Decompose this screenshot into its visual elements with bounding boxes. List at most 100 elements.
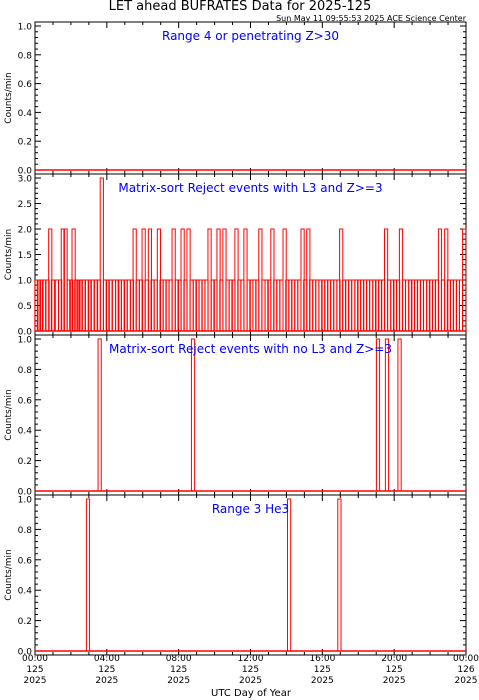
data-spike	[93, 279, 99, 331]
data-spike	[279, 279, 284, 331]
y-tick-label: 2.0	[18, 226, 33, 236]
y-tick-label: 1.0	[18, 277, 33, 287]
data-spike	[115, 279, 120, 331]
data-spike	[85, 498, 91, 651]
data-spike	[39, 279, 44, 331]
panel-label: Range 4 or penetrating Z>30	[162, 29, 339, 43]
y-tick-label: 0.8	[18, 366, 33, 376]
x-tick-label: 125	[314, 665, 331, 675]
data-spike	[264, 279, 269, 331]
data-spike	[297, 279, 302, 331]
y-tick-label: 0.6	[18, 396, 33, 406]
y-tick-label: 0.2	[18, 138, 32, 148]
chart-title: LET ahead BUFRATES Data for 2025-125	[109, 0, 372, 14]
data-spike	[210, 279, 215, 331]
data-spike	[50, 279, 56, 331]
y-tick-label: 0.2	[18, 457, 32, 467]
x-tick-label: 125	[98, 665, 115, 675]
data-spike	[126, 279, 131, 331]
y-tick-label: 0.2	[18, 617, 32, 627]
data-spike	[36, 279, 42, 331]
data-spike	[117, 279, 122, 331]
data-spike	[138, 279, 144, 331]
x-tick-label: 125	[26, 665, 43, 675]
panel-frame	[34, 494, 467, 656]
y-axis-label: Counts/min	[4, 229, 14, 280]
data-spike	[390, 279, 395, 331]
x-tick-label: 126	[457, 665, 474, 675]
data-spike	[337, 498, 342, 651]
data-spike	[369, 279, 374, 331]
data-spike	[60, 228, 65, 331]
data-spike	[384, 338, 390, 491]
y-tick-label: 0.0	[18, 328, 33, 338]
data-spike	[54, 279, 60, 331]
data-spike	[246, 279, 251, 331]
x-tick-label: 08:00	[166, 654, 192, 664]
data-spike	[66, 279, 71, 331]
x-tick-label: 2025	[311, 676, 334, 686]
data-spike	[153, 279, 158, 331]
y-tick-label: 3.0	[18, 175, 33, 185]
y-tick-label: 2.5	[18, 200, 32, 210]
data-spike	[426, 279, 431, 331]
data-spike	[76, 279, 81, 331]
data-spike	[387, 279, 392, 331]
panel-label: Matrix-sort Reject events with no L3 and…	[109, 342, 392, 356]
data-spike	[462, 228, 467, 331]
x-tick-label: 04:00	[94, 654, 120, 664]
x-tick-label: 125	[386, 665, 403, 675]
data-spike	[243, 228, 248, 331]
data-spike	[111, 279, 117, 331]
data-spike	[354, 279, 359, 331]
data-spike	[144, 279, 149, 331]
data-spike	[261, 279, 266, 331]
panels-group: 0.0 0.2 0.4 0.6 0.8 1.0 Counts/min Range 4 or p…	[4, 21, 467, 658]
data-spike	[120, 279, 126, 331]
data-spike	[171, 228, 176, 331]
data-spike	[174, 279, 179, 331]
y-axis-label: Counts/min	[4, 549, 14, 600]
data-spike	[90, 279, 95, 331]
y-tick-label: 0.0	[18, 648, 33, 658]
x-tick-label: 2025	[383, 676, 406, 686]
data-spike	[87, 279, 92, 331]
data-spike	[189, 279, 194, 331]
data-spike	[69, 279, 74, 331]
y-tick-label: 1.0	[18, 496, 33, 506]
x-tick-label: 2025	[167, 676, 190, 686]
data-spike	[105, 279, 110, 331]
panel-frame	[34, 21, 467, 175]
data-spike	[34, 279, 39, 331]
y-tick-label: 1.5	[18, 251, 32, 261]
data-spike	[408, 279, 413, 331]
data-spike	[440, 279, 446, 331]
y-tick-label: 0.5	[18, 302, 32, 312]
data-spike	[372, 279, 377, 331]
data-spike	[287, 498, 292, 651]
data-spike	[41, 279, 47, 331]
y-tick-label: 0.8	[18, 526, 33, 536]
data-spike	[102, 279, 108, 331]
data-spike	[315, 279, 320, 331]
x-tick-label: 125	[242, 665, 259, 675]
data-spike	[45, 279, 50, 331]
data-spike	[63, 228, 68, 331]
y-tick-label: 1.0	[18, 23, 33, 33]
data-spike	[99, 177, 104, 331]
data-spike	[336, 279, 341, 331]
x-tick-label: 2025	[95, 676, 118, 686]
y-tick-label: 0.0	[18, 488, 33, 498]
x-axis-label: UTC Day of Year	[211, 688, 292, 699]
y-tick-label: 0.4	[18, 427, 33, 437]
x-tick-label: 00:00	[22, 654, 48, 664]
data-spike	[81, 279, 86, 331]
panel-1: 0.0 0.2 0.4 0.6 0.8 1.0 Counts/min Range 4 or p…	[4, 21, 467, 177]
data-spike	[108, 279, 113, 331]
x-tick-label: 16:00	[309, 654, 335, 664]
data-spike	[207, 228, 212, 331]
data-spike	[228, 279, 233, 331]
data-spike	[129, 279, 135, 331]
data-spike	[192, 279, 197, 331]
